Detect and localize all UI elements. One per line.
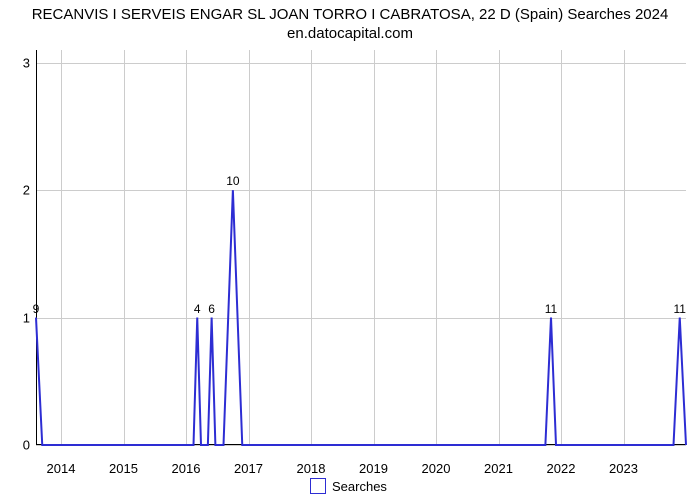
- legend-swatch: [310, 478, 326, 494]
- x-tick-label: 2016: [172, 461, 201, 476]
- x-tick-label: 2022: [547, 461, 576, 476]
- x-tick-label: 2014: [47, 461, 76, 476]
- x-tick-label: 2020: [422, 461, 451, 476]
- x-tick-label: 2017: [234, 461, 263, 476]
- peak-label: 9: [33, 302, 40, 316]
- x-tick-label: 2021: [484, 461, 513, 476]
- y-tick-label: 3: [12, 55, 30, 70]
- peak-label: 10: [226, 174, 239, 188]
- y-tick-label: 0: [12, 438, 30, 453]
- series-line: [36, 50, 686, 445]
- y-tick-label: 2: [12, 183, 30, 198]
- x-tick-label: 2015: [109, 461, 138, 476]
- chart-title: RECANVIS I SERVEIS ENGAR SL JOAN TORRO I…: [0, 6, 700, 44]
- peak-label: 4: [194, 302, 201, 316]
- x-tick-label: 2023: [609, 461, 638, 476]
- chart-container: RECANVIS I SERVEIS ENGAR SL JOAN TORRO I…: [0, 0, 700, 500]
- peak-label: 6: [208, 302, 215, 316]
- peak-label: 11: [674, 302, 686, 316]
- y-tick-label: 1: [12, 310, 30, 325]
- legend: Searches: [310, 478, 387, 494]
- legend-label: Searches: [332, 479, 387, 494]
- x-tick-label: 2019: [359, 461, 388, 476]
- peak-label: 11: [545, 302, 557, 316]
- x-tick-label: 2018: [297, 461, 326, 476]
- plot-area: 0123201420152016201720182019202020212022…: [36, 50, 686, 445]
